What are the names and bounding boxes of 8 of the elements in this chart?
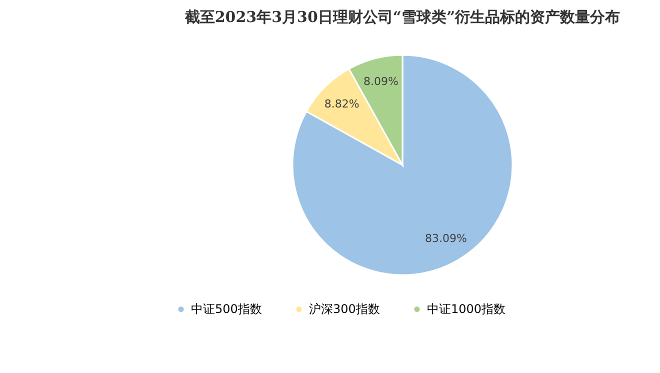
legend-label: 沪深300指数 bbox=[309, 302, 380, 316]
data-label: 8.82% bbox=[324, 97, 360, 110]
legend-label: 中证1000指数 bbox=[427, 302, 506, 316]
chart-title: 截至2023年3月30日理财公司“雪球类”衍生品标的资产数量分布 bbox=[184, 8, 620, 26]
data-label: 83.09% bbox=[424, 232, 467, 245]
pie-slice bbox=[292, 54, 514, 276]
data-label: 8.09% bbox=[363, 74, 398, 88]
legend-label: 中证500指数 bbox=[191, 302, 262, 316]
